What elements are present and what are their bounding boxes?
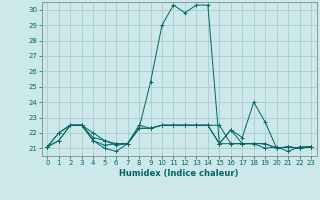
X-axis label: Humidex (Indice chaleur): Humidex (Indice chaleur) — [119, 169, 239, 178]
